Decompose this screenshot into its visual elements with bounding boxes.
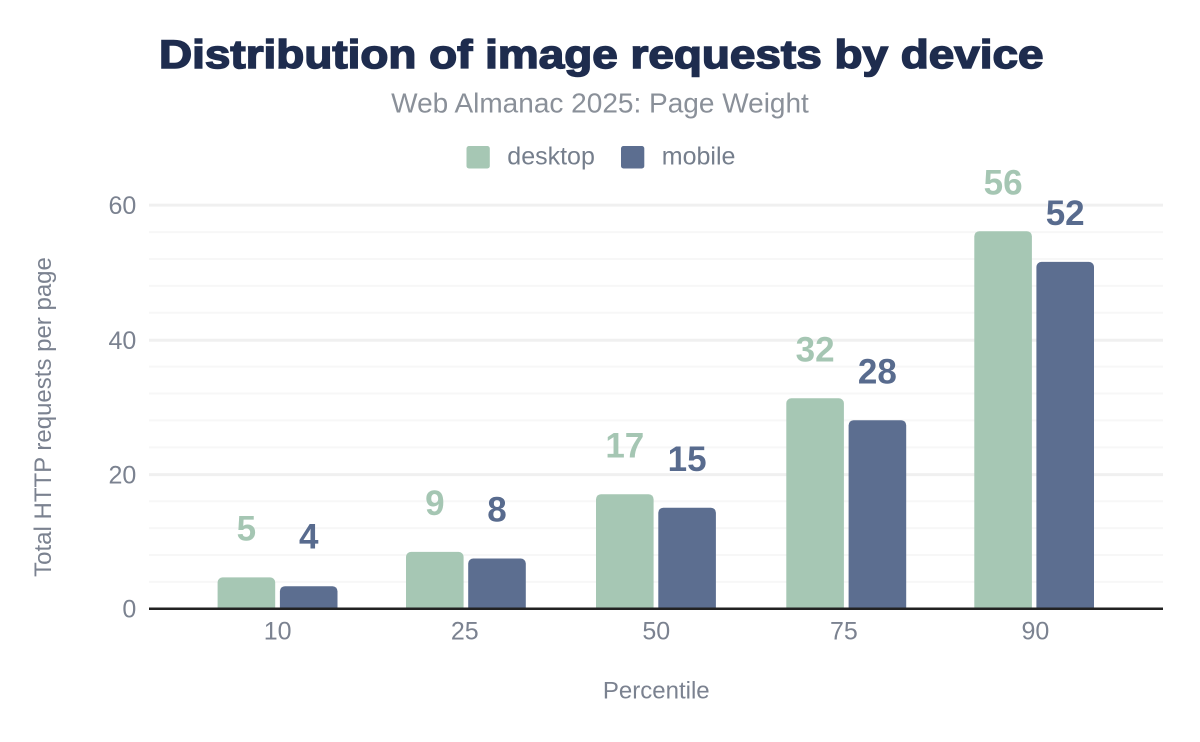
svg-text:5: 5 (237, 510, 256, 549)
svg-text:20: 20 (108, 461, 136, 489)
svg-text:0: 0 (122, 596, 136, 624)
svg-text:9: 9 (425, 484, 444, 523)
svg-text:28: 28 (858, 352, 897, 391)
svg-text:10: 10 (264, 618, 292, 646)
svg-text:15: 15 (668, 440, 707, 479)
svg-text:60: 60 (108, 192, 136, 220)
svg-text:Percentile: Percentile (603, 677, 710, 704)
svg-text:8: 8 (487, 491, 506, 530)
svg-text:Total HTTP requests per page: Total HTTP requests per page (30, 257, 57, 577)
svg-text:56: 56 (984, 163, 1023, 202)
svg-text:32: 32 (796, 330, 835, 369)
svg-text:17: 17 (605, 426, 644, 465)
svg-text:40: 40 (108, 327, 136, 355)
svg-text:75: 75 (830, 618, 858, 646)
svg-text:mobile: mobile (662, 142, 736, 170)
svg-text:90: 90 (1021, 618, 1049, 646)
svg-text:Distribution of image requests: Distribution of image requests by device (159, 33, 1043, 78)
svg-text:25: 25 (451, 618, 479, 646)
svg-text:52: 52 (1046, 194, 1085, 233)
svg-text:4: 4 (299, 518, 319, 557)
svg-text:desktop: desktop (507, 142, 595, 170)
svg-text:50: 50 (642, 618, 670, 646)
svg-text:Web Almanac 2025: Page Weight: Web Almanac 2025: Page Weight (391, 88, 809, 119)
